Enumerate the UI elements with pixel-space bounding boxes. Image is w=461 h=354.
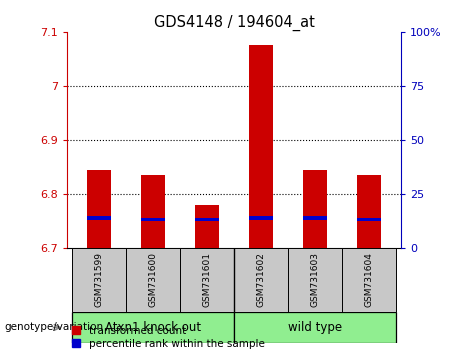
Text: GSM731603: GSM731603	[310, 252, 319, 307]
Text: GSM731599: GSM731599	[95, 252, 104, 307]
Text: GSM731601: GSM731601	[202, 252, 212, 307]
Bar	[195, 218, 219, 221]
Bar	[303, 217, 327, 220]
Bar	[87, 217, 111, 220]
Bar	[141, 218, 165, 221]
Bar	[288, 248, 342, 312]
Bar	[180, 248, 234, 312]
Bar	[87, 170, 111, 248]
Bar	[249, 217, 273, 220]
Bar	[357, 218, 381, 221]
Bar	[342, 248, 396, 312]
Bar	[234, 248, 288, 312]
Text: GSM731600: GSM731600	[148, 252, 158, 307]
Bar	[126, 248, 180, 312]
Bar	[141, 175, 165, 248]
Text: wild type: wild type	[288, 321, 342, 334]
Text: genotype/variation: genotype/variation	[5, 322, 104, 332]
Bar	[72, 248, 126, 312]
Bar	[195, 205, 219, 248]
Bar	[72, 312, 234, 343]
Bar	[303, 170, 327, 248]
Bar	[234, 312, 396, 343]
Legend: transformed count, percentile rank within the sample: transformed count, percentile rank withi…	[72, 326, 265, 349]
Bar	[357, 175, 381, 248]
Bar	[249, 45, 273, 248]
Text: Atxn1 knock out: Atxn1 knock out	[105, 321, 201, 334]
Text: GSM731602: GSM731602	[256, 252, 266, 307]
Title: GDS4148 / 194604_at: GDS4148 / 194604_at	[154, 14, 314, 30]
Text: GSM731604: GSM731604	[364, 252, 373, 307]
